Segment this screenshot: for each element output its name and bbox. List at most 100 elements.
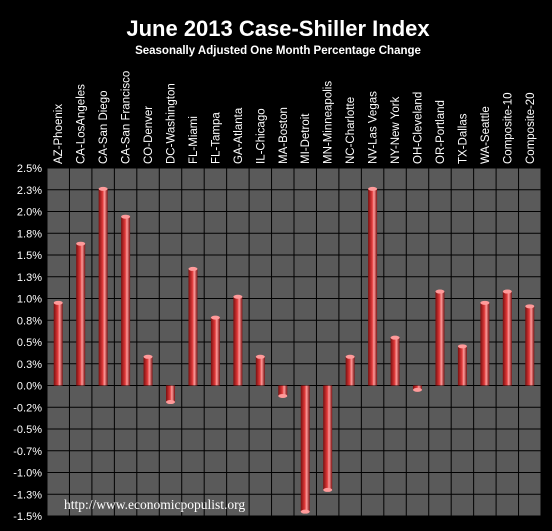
y-tick-label: -0.2%: [13, 402, 42, 414]
bar-body: [255, 356, 265, 386]
category-label: NC-Charlotte: [345, 97, 357, 164]
watermark-text: http://www.economicpopulist.org: [64, 497, 245, 512]
bar: [390, 335, 400, 386]
bar-body: [143, 356, 153, 386]
category-labels: AZ-Phoenix CA-LosAngeles CA-San Diego CA-Sa…: [53, 71, 537, 164]
bar: [413, 385, 422, 392]
category-label: IL-Chicago: [255, 108, 267, 164]
bar-body: [413, 385, 422, 390]
bar-body: [323, 385, 333, 490]
y-tick-label: -0.5%: [13, 424, 42, 436]
bar-body: [368, 188, 378, 386]
y-tick-label: 1.8%: [17, 228, 42, 240]
bar-body: [98, 188, 108, 386]
category-label: MA-Boston: [278, 107, 290, 164]
category-label: CA-LosAngeles: [76, 84, 88, 164]
category-label: GA-Atlanta: [233, 107, 245, 164]
category-label: FL-Tampa: [210, 112, 222, 164]
bar-body: [435, 291, 445, 386]
category-label: NY-New York: [390, 96, 402, 164]
bars: [53, 186, 535, 514]
bar-cap: [300, 509, 310, 514]
bar: [166, 385, 175, 405]
bar-cap: [98, 186, 108, 191]
bar-body: [390, 337, 400, 386]
y-tick-label: 1.3%: [17, 272, 42, 284]
category-label: CO-Denver: [143, 106, 155, 164]
gridlines: [46, 167, 542, 517]
y-tick-label: -1.5%: [13, 511, 42, 523]
bar-body: [121, 216, 131, 386]
y-axis-ticks: 2.5% 2.3% 2.0% 1.8% 1.5% 1.3% 1.0% 0.8% 0.5% 0.3%…: [13, 163, 42, 523]
category-label: OH-Cleveland: [413, 92, 425, 164]
bar-cap: [188, 266, 198, 271]
bar-cap: [502, 289, 512, 294]
bar-cap: [233, 294, 243, 299]
category-label: TX-Dallas: [457, 113, 469, 164]
bar-cap: [166, 400, 175, 405]
bar: [368, 186, 378, 386]
bar: [210, 315, 220, 386]
y-tick-label: 2.0%: [17, 207, 42, 219]
y-tick-label: -0.7%: [13, 446, 42, 458]
y-tick-label: 0.3%: [17, 359, 42, 371]
bar: [300, 385, 310, 514]
bar-cap: [480, 300, 490, 305]
bar-cap: [53, 300, 63, 305]
bar: [457, 344, 467, 386]
category-label: NV-Las Vegas: [368, 91, 380, 164]
bar-body: [345, 356, 355, 386]
bar-cap: [323, 487, 333, 492]
bar-body: [53, 302, 63, 386]
y-tick-label: 2.3%: [17, 185, 42, 197]
category-label: DC-Washington: [166, 83, 178, 164]
category-label: MI-Detroit: [300, 113, 312, 164]
bar: [480, 300, 490, 386]
y-tick-label: 2.5%: [17, 163, 42, 175]
chart-subtitle: Seasonally Adjusted One Month Percentage…: [135, 45, 421, 57]
bar-cap: [525, 304, 535, 309]
bar: [121, 214, 131, 386]
y-tick-label: 0.0%: [17, 381, 42, 393]
category-label: CA-San Francisco: [121, 71, 133, 164]
bar: [143, 354, 153, 386]
y-tick-label: 0.8%: [17, 315, 42, 327]
bar-body: [278, 385, 288, 396]
bar-cap: [143, 354, 153, 359]
bar: [323, 385, 333, 492]
bar: [525, 304, 535, 386]
bar-cap: [413, 387, 422, 392]
bar: [435, 289, 445, 386]
category-label: CA-San Diego: [98, 90, 110, 164]
bar-body: [188, 268, 198, 386]
bar: [278, 385, 288, 398]
category-label: FL-Miami: [188, 116, 200, 164]
bar: [233, 294, 243, 386]
bar-body: [480, 302, 490, 386]
bar-body: [210, 317, 220, 386]
bar-cap: [457, 344, 467, 349]
category-label: Composite-20: [525, 92, 537, 164]
chart-title: June 2013 Case-Shiller Index: [126, 16, 430, 41]
y-tick-label: 1.0%: [17, 294, 42, 306]
bar-cap: [345, 354, 355, 359]
bar-body: [502, 291, 512, 386]
category-label: OR-Portland: [435, 100, 447, 164]
bar: [76, 241, 86, 386]
bar: [98, 186, 108, 386]
category-label: WA-Seattle: [480, 106, 492, 164]
bar-body: [300, 385, 310, 512]
y-tick-label: 1.5%: [17, 250, 42, 262]
bar-body: [166, 385, 175, 403]
category-label: Composite-10: [502, 92, 514, 164]
bar-body: [76, 243, 86, 386]
category-label: MN-Minneapolis: [323, 81, 335, 164]
bar: [53, 300, 63, 386]
bar-body: [457, 346, 467, 386]
y-tick-label: -1.0%: [13, 468, 42, 480]
bar-cap: [390, 335, 400, 340]
y-tick-label: -1.3%: [13, 489, 42, 501]
bar-cap: [278, 393, 288, 398]
